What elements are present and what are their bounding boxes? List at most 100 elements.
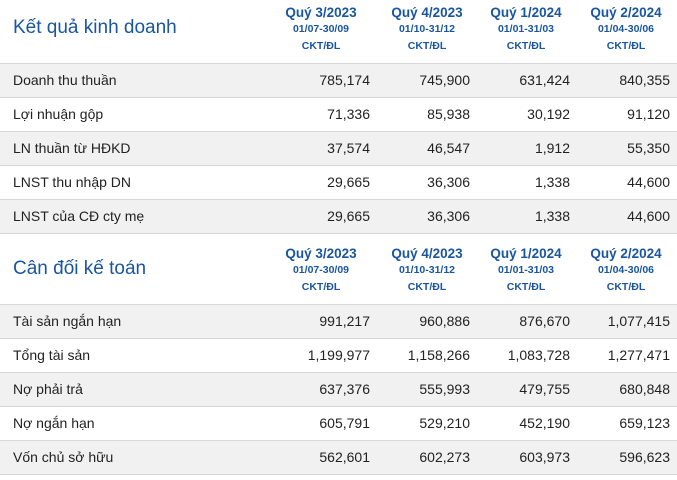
row-value: 745,900 [419, 72, 470, 88]
row-value: 37,574 [327, 140, 370, 156]
section-header: Cân đối kế toán Quý 3/2023 01/07-30/09 C… [0, 241, 677, 305]
row-value: 1,912 [534, 140, 570, 156]
quarter-label[interactable]: Quý 1/2024 [490, 5, 562, 20]
row-value: 71,336 [327, 106, 370, 122]
row-value: 1,077,415 [607, 313, 670, 329]
date-range-label: 01/10-31/12 [398, 23, 456, 35]
table-row: Doanh thu thuần 785,174 745,900 631,424 … [0, 64, 677, 98]
row-value: 479,755 [519, 381, 570, 397]
row-label: Doanh thu thuần [13, 72, 117, 88]
row-value: 603,973 [519, 449, 570, 465]
row-value: 529,210 [419, 415, 470, 431]
row-value: 785,174 [319, 72, 370, 88]
row-value: 55,350 [627, 140, 670, 156]
row-value: 876,670 [519, 313, 570, 329]
column-header-q3-2023: Quý 3/2023 01/07-30/09 CKT/ĐL [266, 247, 376, 294]
date-range-label: 01/04-30/06 [597, 23, 655, 35]
table-row: LNST thu nhập DN 29,665 36,306 1,338 44,… [0, 166, 677, 200]
date-range-label: 01/04-30/06 [597, 264, 655, 276]
date-range-label: 01/07-30/09 [292, 264, 350, 276]
row-value: 562,601 [319, 449, 370, 465]
audit-status-label: CKT/ĐL [606, 281, 646, 293]
audit-status-label: CKT/ĐL [606, 40, 646, 52]
table-row: Vốn chủ sở hữu 562,601 602,273 603,973 5… [0, 441, 677, 475]
quarter-label[interactable]: Quý 1/2024 [490, 246, 562, 261]
row-value: 605,791 [319, 415, 370, 431]
table-row: LNST của CĐ cty mẹ 29,665 36,306 1,338 4… [0, 200, 677, 234]
row-value: 680,848 [619, 381, 670, 397]
row-label: Nợ phải trả [13, 381, 83, 397]
row-value: 29,665 [327, 174, 370, 190]
date-range-label: 01/01-31/03 [497, 264, 555, 276]
row-value: 91,120 [627, 106, 670, 122]
row-label: LNST thu nhập DN [13, 174, 132, 190]
table-row: Lợi nhuận gộp 71,336 85,938 30,192 91,12… [0, 98, 677, 132]
row-value: 452,190 [519, 415, 570, 431]
row-value: 596,623 [619, 449, 670, 465]
column-header-q1-2024: Quý 1/2024 01/01-31/03 CKT/ĐL [471, 6, 581, 53]
audit-status-label: CKT/ĐL [407, 40, 447, 52]
row-value: 85,938 [427, 106, 470, 122]
row-value: 637,376 [319, 381, 370, 397]
column-header-q3-2023: Quý 3/2023 01/07-30/09 CKT/ĐL [266, 6, 376, 53]
row-label: Tài sản ngắn hạn [13, 313, 122, 329]
column-header-q2-2024: Quý 2/2024 01/04-30/06 CKT/ĐL [571, 247, 677, 294]
table-row: Tài sản ngắn hạn 991,217 960,886 876,670… [0, 305, 677, 339]
quarter-label[interactable]: Quý 3/2023 [285, 5, 357, 20]
row-label: Tổng tài sản [13, 347, 91, 363]
row-value: 1,338 [534, 174, 570, 190]
row-value: 44,600 [627, 208, 670, 224]
row-value: 30,192 [527, 106, 570, 122]
row-value: 29,665 [327, 208, 370, 224]
row-value: 36,306 [427, 208, 470, 224]
row-value: 960,886 [419, 313, 470, 329]
row-value: 36,306 [427, 174, 470, 190]
row-value: 44,600 [627, 174, 670, 190]
quarter-label[interactable]: Quý 2/2024 [590, 246, 662, 261]
audit-status-label: CKT/ĐL [301, 281, 341, 293]
row-label: LNST của CĐ cty mẹ [13, 208, 145, 224]
quarter-label[interactable]: Quý 3/2023 [285, 246, 357, 261]
balance-sheet-section: Cân đối kế toán Quý 3/2023 01/07-30/09 C… [0, 241, 677, 475]
section-header: Kết quả kinh doanh Quý 3/2023 01/07-30/0… [0, 0, 677, 64]
quarter-label[interactable]: Quý 4/2023 [391, 5, 463, 20]
section-spacer [0, 234, 677, 241]
table-row: LN thuần từ HĐKD 37,574 46,547 1,912 55,… [0, 132, 677, 166]
quarter-label[interactable]: Quý 4/2023 [391, 246, 463, 261]
column-header-q2-2024: Quý 2/2024 01/04-30/06 CKT/ĐL [571, 6, 677, 53]
date-range-label: 01/01-31/03 [497, 23, 555, 35]
section-title: Kết quả kinh doanh [13, 17, 177, 38]
row-value: 840,355 [619, 72, 670, 88]
table-row: Nợ phải trả 637,376 555,993 479,755 680,… [0, 373, 677, 407]
row-label: LN thuần từ HĐKD [13, 140, 131, 156]
row-value: 631,424 [519, 72, 570, 88]
audit-status-label: CKT/ĐL [301, 40, 341, 52]
date-range-label: 01/07-30/09 [292, 23, 350, 35]
income-statement-section: Kết quả kinh doanh Quý 3/2023 01/07-30/0… [0, 0, 677, 234]
row-label: Vốn chủ sở hữu [13, 449, 114, 465]
row-label: Nợ ngắn hạn [13, 415, 95, 431]
audit-status-label: CKT/ĐL [407, 281, 447, 293]
date-range-label: 01/10-31/12 [398, 264, 456, 276]
audit-status-label: CKT/ĐL [506, 40, 546, 52]
section-title: Cân đối kế toán [13, 258, 147, 279]
column-header-q4-2023: Quý 4/2023 01/10-31/12 CKT/ĐL [372, 247, 482, 294]
column-header-q1-2024: Quý 1/2024 01/01-31/03 CKT/ĐL [471, 247, 581, 294]
row-value: 991,217 [319, 313, 370, 329]
row-value: 1,158,266 [407, 347, 470, 363]
row-value: 1,199,977 [307, 347, 370, 363]
row-value: 602,273 [419, 449, 470, 465]
audit-status-label: CKT/ĐL [506, 281, 546, 293]
row-value: 1,338 [534, 208, 570, 224]
row-value: 46,547 [427, 140, 470, 156]
table-row: Tổng tài sản 1,199,977 1,158,266 1,083,7… [0, 339, 677, 373]
row-value: 659,123 [619, 415, 670, 431]
row-label: Lợi nhuận gộp [13, 106, 104, 122]
column-header-q4-2023: Quý 4/2023 01/10-31/12 CKT/ĐL [372, 6, 482, 53]
row-value: 1,277,471 [607, 347, 670, 363]
row-value: 555,993 [419, 381, 470, 397]
row-value: 1,083,728 [507, 347, 570, 363]
table-row: Nợ ngắn hạn 605,791 529,210 452,190 659,… [0, 407, 677, 441]
quarter-label[interactable]: Quý 2/2024 [590, 5, 662, 20]
